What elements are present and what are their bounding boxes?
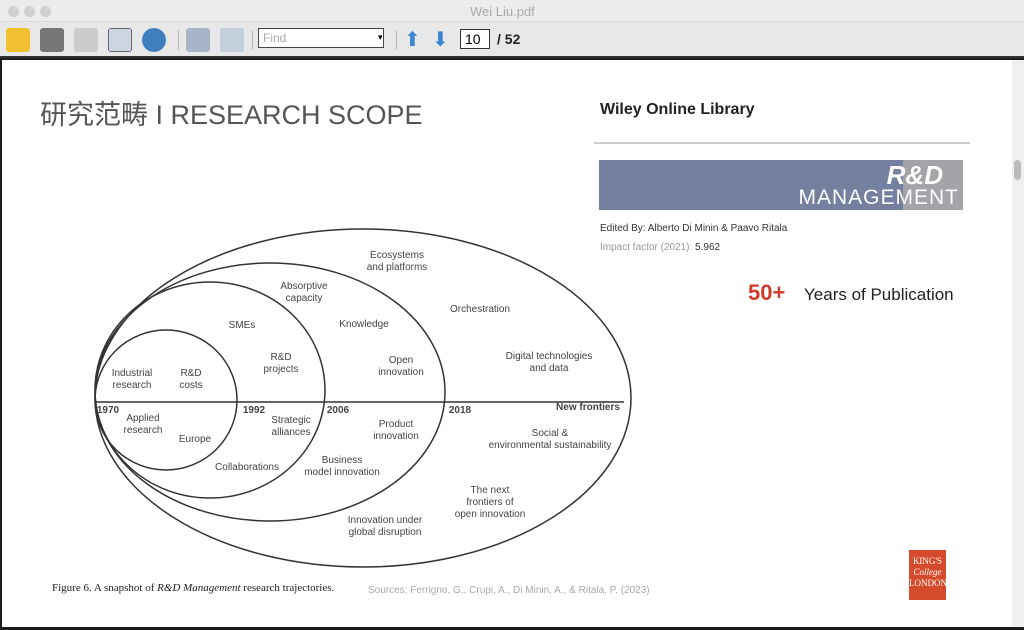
diagram-label: Product innovation	[373, 419, 419, 442]
diagram-label: The next frontiers of open innovation	[455, 485, 526, 520]
find-dropdown-icon[interactable]: ▾	[378, 32, 383, 42]
journal-banner: R&D MANAGEMENT	[599, 160, 963, 210]
kings-college-logo: KING'S College LONDON	[909, 550, 947, 600]
wiley-heading: Wiley Online Library	[600, 101, 755, 118]
diagram-label: Orchestration	[450, 304, 510, 315]
window-title: Wei Liu.pdf	[470, 4, 535, 19]
diagram-label: Industrial research	[112, 368, 153, 391]
diagram-label: Applied research	[124, 413, 163, 436]
caption-part: R&D Management	[157, 582, 241, 594]
email-icon[interactable]	[108, 28, 132, 52]
next-page-icon[interactable]: ⬇	[432, 29, 449, 51]
open-folder-icon[interactable]	[6, 28, 30, 52]
slide-page: 研究范畴 I RESEARCH SCOPE Wiley Online Libra…	[2, 60, 1012, 627]
impact-factor: Impact factor (2021): 5.962	[600, 242, 720, 253]
banner-rd: R&D	[886, 160, 943, 190]
scrollbar-thumb[interactable]	[1014, 160, 1021, 180]
scrollbar[interactable]	[1012, 60, 1024, 627]
diagram-label: SMEs	[229, 320, 256, 331]
previous-page-icon[interactable]: ⬆	[404, 29, 421, 51]
title-bar: Wei Liu.pdf	[0, 0, 1024, 22]
banner-management: MANAGEMENT	[798, 186, 959, 209]
toolbar: Find ▾ ⬆ ⬇ 10 / 52	[0, 22, 1024, 58]
diagram-label: Business model innovation	[304, 455, 380, 478]
diagram-label: Strategic alliances	[271, 415, 310, 438]
close-window-button[interactable]	[8, 6, 19, 17]
diagram-label: Ecosystems and platforms	[367, 250, 428, 273]
diagram-label: R&D costs	[179, 368, 202, 391]
editors: Edited By: Alberto Di Minin & Paavo Rita…	[600, 223, 788, 234]
separator	[252, 30, 253, 50]
caption-part: research trajectories.	[240, 582, 335, 594]
diagram-label: Absorptive capacity	[280, 281, 328, 304]
sources: Sources: Ferrigno, G., Crupi, A., Di Min…	[368, 585, 650, 596]
years-of-publication: Years of Publication	[804, 285, 954, 304]
find-input[interactable]: Find	[258, 28, 384, 48]
diagram-label: Europe	[179, 434, 212, 445]
diagram-label: Social & environmental sustainability	[489, 428, 612, 451]
impact-value: 5.962	[695, 242, 721, 253]
fit-width-icon[interactable]	[186, 28, 210, 52]
diagram-label: R&D projects	[263, 352, 298, 375]
ellipse-2018	[94, 228, 632, 568]
research-trajectories-diagram: 1970 1992 2006 2018 New frontiers Indust…	[94, 228, 632, 568]
upload-globe-icon[interactable]	[142, 28, 166, 52]
fifty-plus: 50+	[748, 280, 786, 305]
diagram-label: Digital technologies and data	[506, 351, 593, 374]
year-label: 1992	[243, 405, 266, 416]
caption-part: Figure 6. A snapshot of	[52, 582, 158, 594]
slide-title: 研究范畴 I RESEARCH SCOPE	[40, 100, 423, 130]
figure-caption: Figure 6. A snapshot of R&D Management r…	[52, 582, 334, 594]
diagram-label: Knowledge	[339, 319, 389, 330]
minimize-window-button[interactable]	[24, 6, 35, 17]
year-label: 1970	[97, 405, 120, 416]
new-frontiers-label: New frontiers	[556, 402, 620, 413]
print-icon[interactable]	[40, 28, 64, 52]
divider	[594, 142, 970, 144]
page-total: / 52	[497, 31, 521, 47]
separator	[396, 30, 397, 50]
zoom-window-button[interactable]	[40, 6, 51, 17]
impact-label: Impact factor (2021):	[600, 242, 696, 253]
ellipse-1970	[94, 329, 238, 471]
year-label: 2018	[449, 405, 472, 416]
separator	[178, 30, 179, 50]
fit-page-icon[interactable]	[220, 28, 244, 52]
save-icon[interactable]	[74, 28, 98, 52]
page-number-input[interactable]: 10	[460, 29, 490, 49]
diagram-label: Innovation under global disruption	[348, 515, 423, 538]
diagram-label: Open innovation	[378, 355, 424, 378]
diagram-label: Collaborations	[215, 462, 279, 473]
year-label: 2006	[327, 405, 350, 416]
